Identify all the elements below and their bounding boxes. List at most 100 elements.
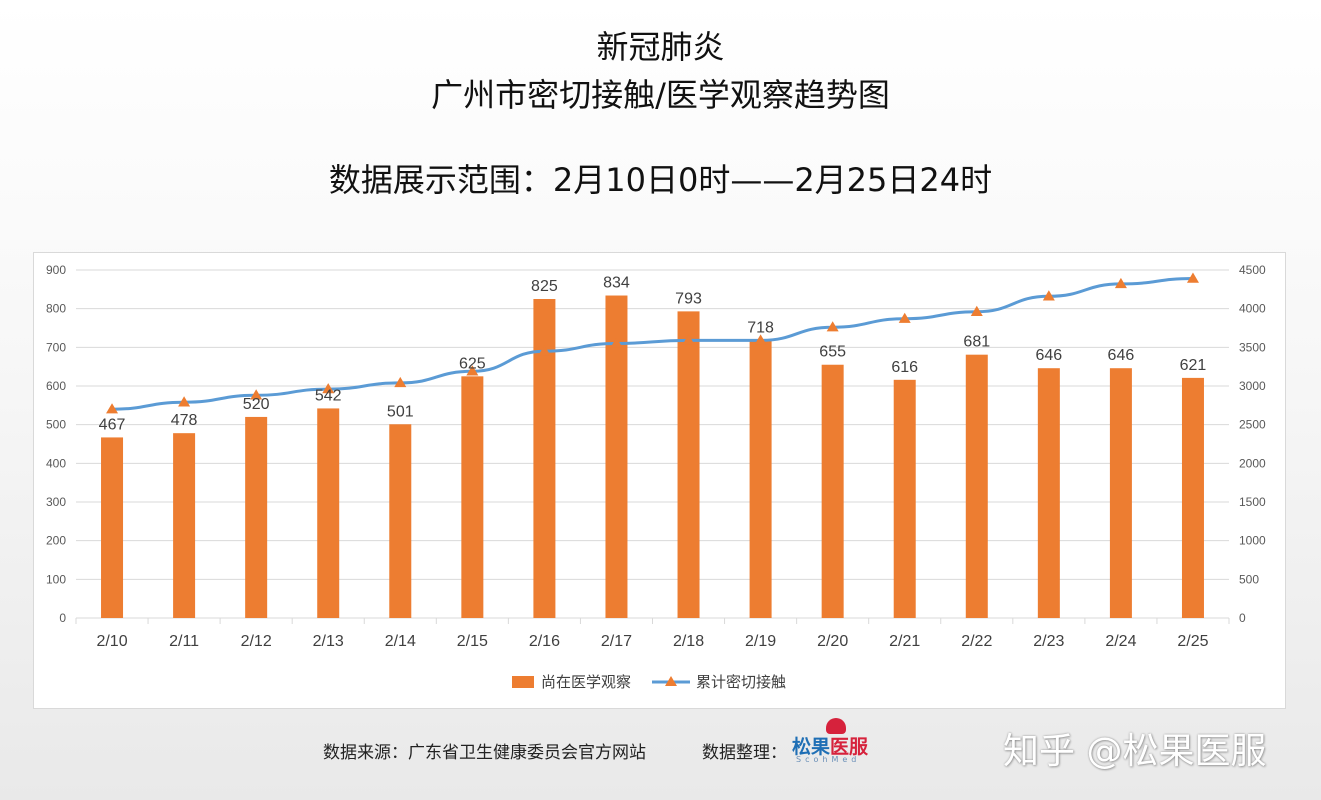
y-right-tick-label: 3500 (1239, 340, 1266, 354)
line-series-cumulative (112, 277, 1193, 411)
data-label: 616 (891, 359, 918, 376)
combo-chart: 0 100 200 300 400 500 600 700 800 900 0 500 1000 1500… (46, 263, 1266, 691)
data-label: 681 (963, 334, 990, 351)
line-point (970, 305, 983, 316)
y-right-tick-label: 0 (1239, 611, 1246, 625)
x-tick-label: 2/10 (96, 633, 127, 650)
x-tick-label: 2/12 (241, 633, 272, 650)
bar (173, 433, 196, 618)
data-label: 625 (459, 355, 486, 372)
y-right-tick-label: 3000 (1239, 379, 1266, 393)
line-point (898, 312, 911, 323)
x-tick-label: 2/17 (601, 633, 632, 650)
x-tick-label: 2/19 (745, 633, 776, 650)
y-left-tick-label: 100 (46, 572, 66, 586)
line-point (466, 365, 479, 376)
data-label: 825 (531, 278, 558, 295)
x-tick-label: 2/20 (817, 633, 848, 650)
data-label: 793 (675, 290, 702, 307)
data-label: 655 (819, 344, 846, 361)
data-label: 520 (243, 396, 270, 413)
x-tick-label: 2/14 (385, 633, 416, 650)
data-label: 646 (1108, 347, 1135, 364)
bar (1037, 368, 1060, 618)
line-point (250, 389, 263, 400)
data-label: 501 (387, 403, 414, 420)
data-label: 478 (171, 412, 198, 429)
scohmed-logo: 松果医服 ScohMed (790, 716, 890, 766)
bar (245, 416, 268, 618)
bar (677, 311, 700, 618)
legend-line-label: 累计密切接触 (696, 674, 786, 691)
legend-line-marker (665, 676, 677, 686)
x-tick-label: 2/25 (1177, 633, 1208, 650)
bar (533, 299, 556, 618)
y-left-tick-label: 200 (46, 534, 66, 548)
bar (461, 376, 484, 618)
x-tick-label: 2/11 (169, 633, 199, 650)
y-left-tick-label: 300 (46, 495, 66, 509)
y-left-tick-label: 500 (46, 418, 66, 432)
y-left-tick-label: 700 (46, 340, 66, 354)
bar (1109, 368, 1132, 618)
chart-title-line2: 广州市密切接触/医学观察趋势图 (431, 76, 890, 114)
y-left-tick-label: 800 (46, 302, 66, 316)
data-label: 542 (315, 387, 342, 404)
y-right-tick-label: 2000 (1239, 456, 1266, 470)
line-point (178, 396, 191, 407)
line-point (1042, 290, 1055, 301)
line-point (394, 376, 407, 388)
x-tick-label: 2/24 (1105, 633, 1136, 650)
bar (821, 364, 844, 618)
data-label: 621 (1180, 357, 1207, 374)
x-tick-label: 2/15 (457, 633, 488, 650)
line-point (682, 334, 695, 345)
y-left-tick-label: 400 (46, 456, 66, 470)
bar (893, 379, 916, 618)
x-tick-label: 2/16 (529, 633, 560, 650)
logo-text: 松果医服 (792, 736, 869, 758)
y-right-tick-label: 4500 (1239, 263, 1266, 277)
legend-bar-label: 尚在医学观察 (541, 673, 631, 691)
y-left-tick-label: 600 (46, 379, 66, 393)
line-point (610, 337, 623, 348)
data-label: 718 (747, 319, 774, 336)
bar (1181, 377, 1204, 618)
y-right-tick-label: 4000 (1239, 302, 1266, 316)
x-tick-label: 2/23 (1033, 633, 1064, 650)
data-label: 646 (1035, 347, 1062, 364)
bar (317, 408, 340, 618)
line-point (826, 321, 839, 332)
y-left-tick-label: 900 (46, 263, 66, 277)
line-point (322, 383, 335, 394)
line-point (1186, 272, 1199, 283)
bar (389, 424, 412, 618)
logo-pot-icon (826, 718, 846, 734)
data-label: 467 (99, 416, 126, 433)
y-right-tick-label: 1500 (1239, 495, 1266, 509)
chart-panel: 0 100 200 300 400 500 600 700 800 900 0 500 1000 1500… (33, 252, 1286, 709)
y-left-tick-label: 0 (59, 611, 66, 625)
bar (605, 295, 628, 618)
chart-subtitle: 数据展示范围：2月10日0时——2月25日24时 (328, 161, 993, 199)
line-point (106, 403, 119, 414)
bar (965, 354, 988, 618)
x-tick-label: 2/18 (673, 633, 704, 650)
x-tick-label: 2/21 (889, 633, 920, 650)
zhihu-watermark: 知乎 @松果医服 (1003, 731, 1267, 772)
x-tick-label: 2/13 (313, 633, 344, 650)
chart-title-line1: 新冠肺炎 (596, 28, 725, 66)
x-tick-label: 2/22 (961, 633, 992, 650)
bar (749, 340, 772, 618)
y-right-tick-label: 1000 (1239, 534, 1266, 548)
y-right-tick-label: 2500 (1239, 418, 1266, 432)
line-point (1114, 277, 1127, 289)
data-arranged-label: 数据整理： (702, 743, 787, 763)
data-source-text: 数据来源：广东省卫生健康委员会官方网站 (323, 743, 646, 763)
y-right-tick-label: 500 (1239, 572, 1259, 586)
data-label: 834 (603, 275, 630, 292)
legend-bar-swatch (512, 676, 534, 688)
logo-subtext: ScohMed (796, 755, 861, 764)
bar (101, 437, 124, 618)
line-point (538, 345, 551, 356)
